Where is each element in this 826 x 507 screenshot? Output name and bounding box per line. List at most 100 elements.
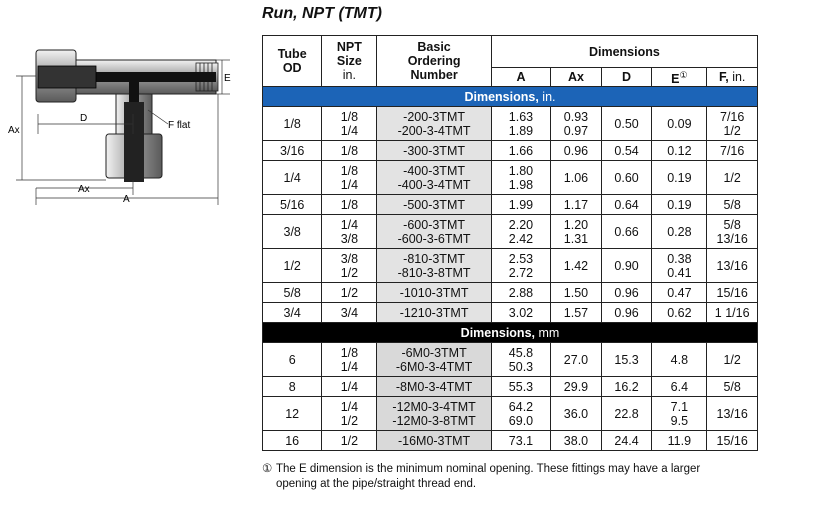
cell-e: 0.09 [651,106,708,142]
cell-d: 16.2 [600,376,653,398]
table-row: 8 1/4 -8M0-3-4TMT 55.3 29.9 16.2 6.4 5/8 [261,376,758,398]
table-row: 3/8 1/4 3/8 -600-3TMT -600-3-6TMT 2.20 2.42 1.2… [261,214,758,250]
cell-tube-od: 1/4 [261,160,323,196]
fitting-diagram: Ax D F flat E Ax A [8,49,231,205]
header-npt-size: NPT Size in. [321,34,378,88]
cell-a: 1.99 [490,194,552,216]
dimensions-table: Tube OD NPT Size in. Basic Ordering Number Di… [261,34,759,452]
table-row: 1/4 1/8 1/4 -400-3TMT -400-3-4TMT 1.80 1.98 1.… [261,160,758,196]
cell-ordering-number: -810-3TMT -810-3-8TMT [376,248,492,284]
cell-ax: 1.50 [550,282,602,304]
cell-npt-size: 1/8 1/4 [321,106,378,142]
cell-ax: 38.0 [550,430,602,452]
cell-tube-od: 1/2 [261,248,323,284]
cell-e: 0.62 [651,302,708,324]
header-f: F, in. [706,66,758,88]
cell-npt-size: 3/8 1/2 [321,248,378,284]
cell-a: 2.53 2.72 [490,248,552,284]
cell-ax: 1.20 1.31 [550,214,602,250]
run-bore [48,72,216,82]
page-title: Run, NPT (TMT) [262,5,382,22]
cell-f: 1/2 [706,160,758,196]
cell-d: 0.50 [600,106,653,142]
cell-npt-size: 1/8 [321,140,378,162]
table-row: 3/4 3/4 -1210-3TMT 3.02 1.57 0.96 0.62 1 1/16 [261,302,758,324]
cell-ordering-number: -6M0-3TMT -6M0-3-4TMT [376,342,492,378]
cell-ordering-number: -16M0-3TMT [376,430,492,452]
cell-ordering-number: -500-3TMT [376,194,492,216]
cell-e: 0.19 [651,160,708,196]
cell-npt-size: 1/4 1/2 [321,396,378,432]
cell-ax: 29.9 [550,376,602,398]
label-e: E [224,73,231,84]
cell-d: 0.96 [600,302,653,324]
cell-e: 0.19 [651,194,708,216]
cell-npt-size: 1/2 [321,282,378,304]
cell-ax: 1.17 [550,194,602,216]
cell-ax: 1.57 [550,302,602,324]
label-f-flat: F flat [168,120,190,131]
cell-a: 3.02 [490,302,552,324]
cell-tube-od: 8 [261,376,323,398]
cell-npt-size: 3/4 [321,302,378,324]
cell-ordering-number: -400-3TMT -400-3-4TMT [376,160,492,196]
cell-f: 7/16 1/2 [706,106,758,142]
table-row: 5/8 1/2 -1010-3TMT 2.88 1.50 0.96 0.47 15/16 [261,282,758,304]
header-a: A [490,66,552,88]
cell-tube-od: 5/8 [261,282,323,304]
table-row: 5/16 1/8 -500-3TMT 1.99 1.17 0.64 0.19 5/8 [261,194,758,216]
header-dimensions: Dimensions [490,35,759,68]
cell-e: 0.12 [651,140,708,162]
cell-ordering-number: -600-3TMT -600-3-6TMT [376,214,492,250]
header-tube-od: Tube OD [261,34,323,88]
cell-ordering-number: -300-3TMT [376,140,492,162]
cell-d: 0.96 [600,282,653,304]
table-body: Dimensions, in. 1/8 1/8 1/4 -200-3TMT -200-3… [261,86,758,452]
cell-f: 5/8 [706,194,758,216]
cell-npt-size: 1/4 3/8 [321,214,378,250]
cell-npt-size: 1/8 1/4 [321,342,378,378]
cell-f: 5/8 13/16 [706,214,758,250]
cell-e: 0.28 [651,214,708,250]
cell-tube-od: 12 [261,396,323,432]
cell-tube-od: 3/4 [261,302,323,324]
cell-ordering-number: -8M0-3-4TMT [376,376,492,398]
cell-ordering-number: -12M0-3-4TMT -12M0-3-8TMT [376,396,492,432]
cell-npt-size: 1/8 1/4 [321,160,378,196]
cell-npt-size: 1/2 [321,430,378,452]
cell-tube-od: 5/16 [261,194,323,216]
cell-d: 0.60 [600,160,653,196]
cell-a: 2.20 2.42 [490,214,552,250]
cell-tube-od: 16 [261,430,323,452]
cell-a: 2.88 [490,282,552,304]
cell-npt-size: 1/8 [321,194,378,216]
cell-npt-size: 1/4 [321,376,378,398]
cell-ordering-number: -200-3TMT -200-3-4TMT [376,106,492,142]
cell-d: 0.64 [600,194,653,216]
cell-f: 5/8 [706,376,758,398]
cell-ax: 27.0 [550,342,602,378]
cell-e: 0.38 0.41 [651,248,708,284]
cell-f: 7/16 [706,140,758,162]
cell-a: 73.1 [490,430,552,452]
cell-d: 22.8 [600,396,653,432]
cell-d: 15.3 [600,342,653,378]
cell-f: 15/16 [706,282,758,304]
header-ax: Ax [550,66,602,88]
cell-d: 0.66 [600,214,653,250]
cell-tube-od: 6 [261,342,323,378]
label-ax-horizontal: Ax [78,184,90,195]
cell-f: 1 1/16 [706,302,758,324]
cell-ax: 36.0 [550,396,602,432]
table-row: 1/8 1/8 1/4 -200-3TMT -200-3-4TMT 1.63 1.89 0.9… [261,106,758,142]
cell-ax: 0.93 0.97 [550,106,602,142]
footnote: ① The E dimension is the minimum nominal … [262,463,701,490]
cell-f: 13/16 [706,396,758,432]
branch-bore [129,82,139,102]
header-basic-ordering: Basic Ordering Number [376,34,492,88]
cell-a: 64.2 69.0 [490,396,552,432]
tube [37,65,97,89]
cell-a: 1.80 1.98 [490,160,552,196]
cell-tube-od: 3/16 [261,140,323,162]
cell-e: 4.8 [651,342,708,378]
